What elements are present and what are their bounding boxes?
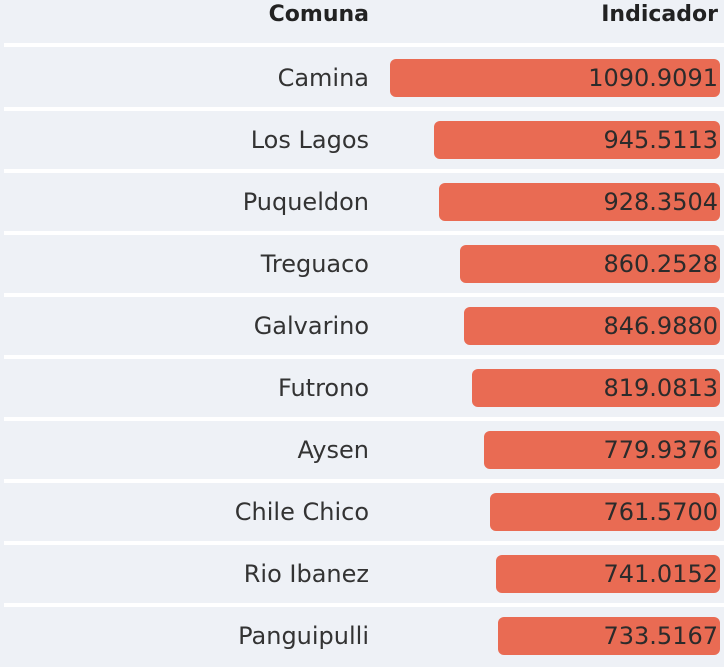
table-header: Comuna Indicador <box>0 0 724 46</box>
table-row: Galvarino 846.9880 <box>0 295 724 357</box>
indicador-bar <box>489 493 720 531</box>
column-header-comuna[interactable]: Comuna <box>268 2 369 27</box>
row-divider <box>4 107 724 111</box>
indicador-value: 733.5167 <box>603 622 718 650</box>
indicador-bar <box>433 121 720 159</box>
indicador-value: 945.5113 <box>603 126 718 154</box>
comuna-label: Puqueldon <box>242 188 369 216</box>
row-divider <box>4 231 724 235</box>
table-row: Chile Chico 761.5700 <box>0 481 724 543</box>
indicador-value: 1090.9091 <box>588 64 718 92</box>
indicador-bar <box>463 307 720 345</box>
comuna-label: Futrono <box>277 374 369 402</box>
comuna-label: Panguipulli <box>238 622 369 650</box>
comuna-label: Galvarino <box>253 312 369 340</box>
row-divider <box>4 603 724 607</box>
table-row: Aysen 779.9376 <box>0 419 724 481</box>
indicador-value: 761.5700 <box>603 498 718 526</box>
indicador-bar <box>495 555 720 593</box>
indicador-bar <box>472 369 720 407</box>
table-row: Futrono 819.0813 <box>0 357 724 419</box>
indicador-bar <box>459 245 720 283</box>
indicador-value: 819.0813 <box>603 374 718 402</box>
row-divider <box>4 293 724 297</box>
indicador-value: 928.3504 <box>603 188 718 216</box>
row-divider <box>4 43 724 47</box>
indicador-bar <box>390 59 720 97</box>
comuna-label: Los Lagos <box>250 126 369 154</box>
row-divider <box>4 479 724 483</box>
row-divider <box>4 355 724 359</box>
table-row: Los Lagos 945.5113 <box>0 109 724 171</box>
indicador-bar <box>498 617 720 655</box>
table-row: Camina 1090.9091 <box>0 47 724 109</box>
indicador-value: 741.0152 <box>603 560 718 588</box>
indicador-value: 779.9376 <box>603 436 718 464</box>
table-row: Rio Ibanez 741.0152 <box>0 543 724 605</box>
comuna-label: Chile Chico <box>234 498 369 526</box>
row-divider <box>4 169 724 173</box>
indicador-bar <box>484 431 720 469</box>
comuna-label: Treguaco <box>260 250 369 278</box>
comuna-label: Camina <box>277 64 369 92</box>
indicador-bar <box>439 183 720 221</box>
column-header-indicador[interactable]: Indicador <box>601 2 718 27</box>
indicador-value: 860.2528 <box>603 250 718 278</box>
comuna-label: Aysen <box>297 436 369 464</box>
table-row: Puqueldon 928.3504 <box>0 171 724 233</box>
table-row: Panguipulli 733.5167 <box>0 605 724 667</box>
row-divider <box>4 417 724 421</box>
comuna-label: Rio Ibanez <box>243 560 369 588</box>
indicador-value: 846.9880 <box>603 312 718 340</box>
table-row: Treguaco 860.2528 <box>0 233 724 295</box>
row-divider <box>4 541 724 545</box>
